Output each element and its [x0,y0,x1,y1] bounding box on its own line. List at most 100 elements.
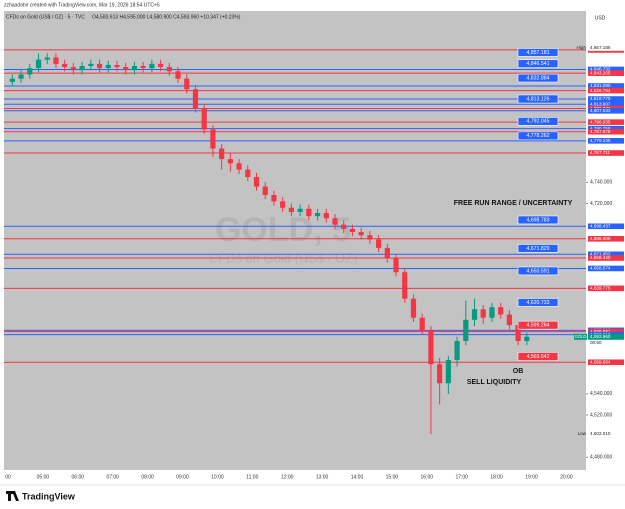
currency: USD [595,15,606,21]
x-tick-label: 10:00 [211,474,224,480]
x-tick-label: 16:00 [421,474,434,480]
candle-body [253,177,260,187]
axis-tag [588,255,624,261]
price-box-label: 4,832.884 [526,75,549,81]
axis-tag [588,265,624,272]
price-box [517,244,559,253]
candle-body [210,129,216,149]
watermark-ticker: GOLD, 5 [215,211,351,249]
axis-tag [588,108,624,114]
candle-body [280,201,286,208]
candle-body [35,59,42,69]
candle-body [236,163,242,170]
axis-tag [588,96,624,102]
candle-body [489,307,495,318]
axis-tag [588,138,624,144]
price-tag-label: 4,593.960 [590,334,611,339]
candle-body [88,63,94,66]
price-box-label: 4,671.829 [526,246,549,252]
axis-tag [588,235,624,242]
axis-tag [588,66,624,73]
axis-tag-label: 4,831.090 [590,83,611,88]
candle-body [463,319,469,341]
candle-body [44,57,50,60]
x-tick-label: 13:00 [316,474,329,480]
x-tick-label: 19:00 [525,474,538,480]
candle-body [454,340,460,361]
y-tick-label: 4,540.000 [590,391,612,397]
price-box [517,59,559,68]
price-box [517,266,559,276]
candle-body [341,224,347,229]
candle-body [245,169,251,178]
x-tick-label: 06:00 [72,474,85,480]
candle-body [410,298,417,318]
axis-tag [588,83,624,89]
candle-body [515,325,521,341]
axis-tag [588,328,624,335]
candle-body [384,247,390,259]
candle-body [9,78,15,82]
price-tag-label: 4,867.186 [590,45,611,50]
candle-body [18,74,24,79]
annotation: SELL LIQUIDITY [467,379,522,386]
candle-body [376,239,382,248]
candle-body [524,336,530,341]
candle-body [201,108,207,130]
price-box-label: 4,650.591 [526,268,549,274]
axis-tag-label: 4,813.807 [590,101,611,106]
price-box-label: 4,813.126 [526,96,549,102]
price-box [517,131,559,141]
x-tick-label: 17:00 [455,474,468,480]
y-tick-label: 4,720.000 [590,201,612,207]
price-box [517,73,559,83]
candle-body [219,148,225,160]
annotation: FREE RUN RANGE / UNCERTAINTY [454,200,573,207]
candle-body [358,232,364,236]
price-box-label: 4,569.642 [526,354,549,360]
candle-body [332,218,338,225]
price-box-label: 4,857.181 [526,50,549,56]
countdown: 00:50 [590,340,602,345]
candle-body [323,213,329,219]
price-box [517,116,559,126]
x-tick-label: 18:00 [490,474,503,480]
x-tick-label: 05:00 [37,474,50,480]
plot-area [4,11,586,470]
axis-tag [588,285,624,292]
candle-body [166,67,172,72]
candle-body [158,63,164,68]
candle-body [428,330,434,365]
price-tag [588,431,624,438]
candle-body [480,309,486,318]
candle-body [53,57,59,64]
price-box [517,215,559,225]
candle-body [271,195,277,202]
candle-body [445,360,451,384]
candle-body [227,159,233,164]
axis-tag-label: 4,671.952 [590,252,611,257]
candle-body [27,68,33,75]
candle-body [437,364,443,384]
axis-tag [588,150,624,156]
candle-body [79,65,85,71]
price-box [517,48,559,57]
candle-body [367,235,373,240]
credit: zzhaadahir created with TradingView.com,… [4,2,160,8]
axis-tag [588,87,624,94]
price-box [517,94,559,104]
price-box-label: 4,698.783 [526,217,549,223]
axis-tag [588,101,624,108]
axis-tag-label: 4,698.437 [590,224,611,229]
candle-body [314,213,321,217]
annotation: OB [513,368,524,375]
axis-tag-label: 4,826.754 [590,88,611,93]
candle-body [471,309,478,320]
candle-body [419,317,425,331]
axis-tag-label: 4,779.235 [590,138,611,143]
axis-tag [588,251,624,258]
x-tick-label: 11:00 [246,474,258,480]
logo [6,491,19,501]
x-tick-label: 14:00 [351,474,364,480]
